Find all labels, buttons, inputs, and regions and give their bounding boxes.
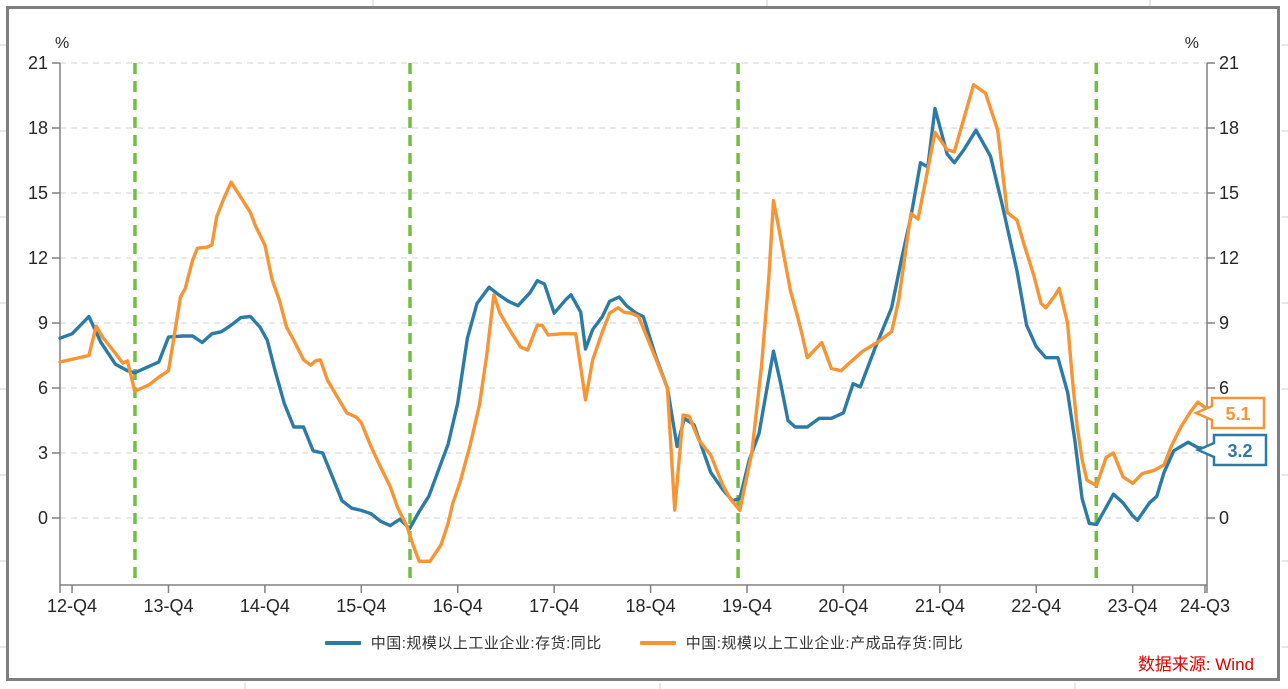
- y-axis-tick-label: 18: [1219, 118, 1239, 138]
- y-axis-tick-label: 0: [38, 508, 48, 528]
- y-axis-tick-label: 18: [28, 118, 48, 138]
- series-line-finished-goods: [58, 82, 1207, 563]
- x-axis-tick-label: 21-Q4: [915, 596, 965, 616]
- y-axis-tick-label: 9: [1219, 313, 1229, 333]
- x-axis-tick-label: 22-Q4: [1011, 596, 1061, 616]
- y-axis-tick-label: 15: [1219, 183, 1239, 203]
- x-axis-tick-label: 23-Q4: [1108, 596, 1158, 616]
- x-axis-tick-label: 16-Q4: [433, 596, 483, 616]
- end-value-callout-inventory: 3.2: [1194, 433, 1268, 467]
- legend-label-finished-goods: 中国:规模以上工业企业:产成品存货:同比: [685, 635, 964, 652]
- y-axis-tick-label: 3: [38, 443, 48, 463]
- y-axis-tick-label: 15: [28, 183, 48, 203]
- y-axis-unit-right: %: [1185, 35, 1199, 52]
- legend-label-inventory: 中国:规模以上工业企业:存货:同比: [370, 635, 602, 652]
- callout-shape: [1194, 433, 1268, 467]
- y-axis-tick-label: 12: [1219, 248, 1239, 268]
- callout-shape: [1192, 396, 1266, 430]
- legend-swatch-inventory-icon: [324, 640, 361, 645]
- x-axis-tick-label: 18-Q4: [626, 596, 676, 616]
- x-axis-tick-label: 15-Q4: [336, 596, 386, 616]
- legend: 中国:规模以上工业企业:存货:同比 中国:规模以上工业企业:产成品存货:同比: [0, 632, 1288, 653]
- x-axis-tick-label: 14-Q4: [240, 596, 290, 616]
- y-axis-tick-label: 0: [1219, 508, 1229, 528]
- y-axis-tick-label: 21: [1219, 53, 1239, 73]
- series-line-inventory: [58, 106, 1207, 531]
- callout-value: 5.1: [1225, 404, 1250, 424]
- legend-item-finished-goods[interactable]: 中国:规模以上工业企业:产成品存货:同比: [639, 632, 964, 653]
- legend-swatch-finished-goods-icon: [639, 640, 676, 645]
- x-axis-tick-label: 17-Q4: [529, 596, 579, 616]
- end-value-callout-finished-goods: 5.1: [1192, 396, 1266, 430]
- y-axis-tick-label: 21: [28, 53, 48, 73]
- x-axis-tick-label: 20-Q4: [818, 596, 868, 616]
- x-axis-tick-label: 24-Q3: [1180, 596, 1230, 616]
- x-axis-tick-label: 13-Q4: [143, 596, 193, 616]
- y-axis-unit-left: %: [55, 35, 69, 52]
- x-axis-tick-label: 12-Q4: [47, 596, 97, 616]
- callout-value: 3.2: [1227, 441, 1252, 461]
- y-axis-tick-label: 12: [28, 248, 48, 268]
- data-source-note: 数据来源: Wind: [1137, 655, 1254, 674]
- y-axis-tick-label: 6: [1219, 378, 1229, 398]
- x-axis-tick-label: 19-Q4: [722, 596, 772, 616]
- legend-item-inventory[interactable]: 中国:规模以上工业企业:存货:同比: [324, 632, 602, 653]
- y-axis-tick-label: 9: [38, 313, 48, 333]
- y-axis-tick-label: 6: [38, 378, 48, 398]
